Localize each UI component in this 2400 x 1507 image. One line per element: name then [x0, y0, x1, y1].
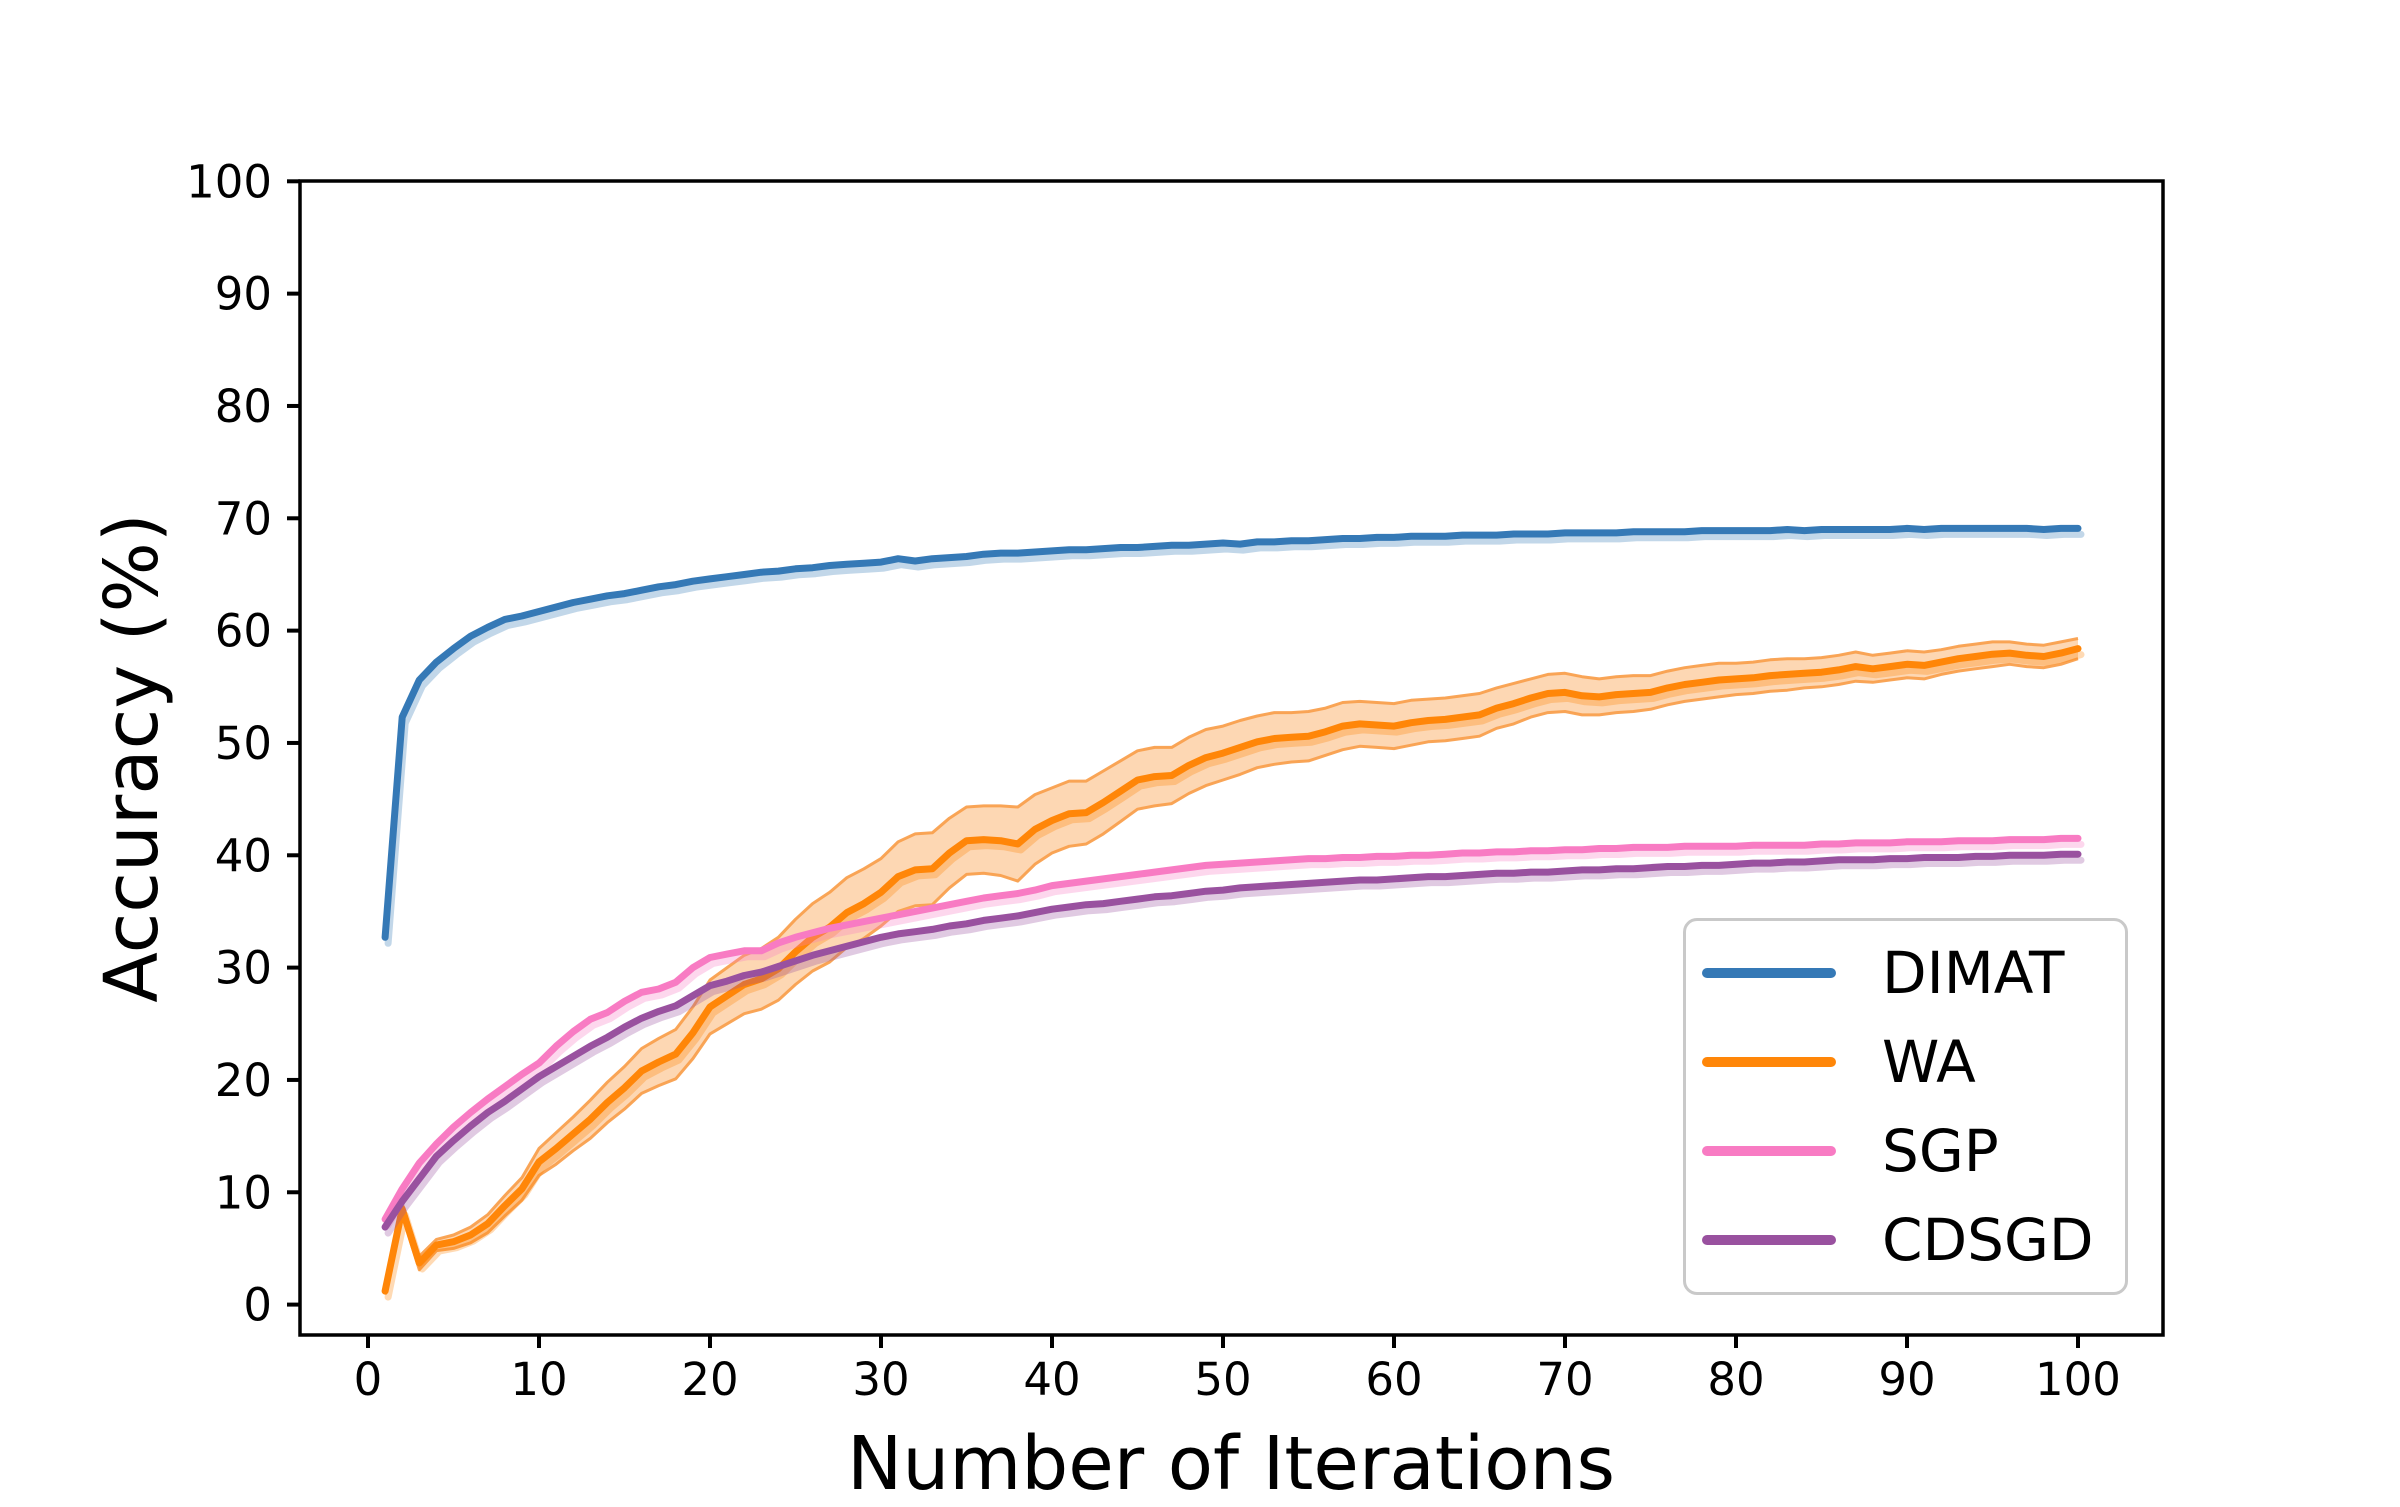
x-tick-label: 100	[2035, 1353, 2121, 1406]
wa-line-sample	[1702, 1057, 1836, 1068]
legend-item-wa: WA	[1702, 1033, 2125, 1091]
x-tick-label: 40	[1023, 1353, 1080, 1406]
wa-band-upper-edge	[383, 637, 2079, 1289]
y-tick-label: 50	[215, 717, 272, 770]
legend-label: CDSGD	[1882, 1205, 2094, 1274]
dimat-line-sample	[1702, 968, 1836, 979]
x-tick-label: 90	[1878, 1353, 1935, 1406]
wa-band-lower-edge	[383, 657, 2079, 1295]
y-tick-label: 100	[186, 155, 272, 208]
sgp-line-shadow	[384, 840, 2085, 1229]
x-tick-label: 20	[681, 1353, 738, 1406]
y-tick-label: 40	[215, 829, 272, 882]
y-tick-label: 30	[215, 942, 272, 995]
cdsgd-line	[381, 850, 2082, 1231]
axes-frame	[298, 179, 2165, 1337]
y-tick-label: 90	[215, 268, 272, 321]
legend: DIMAT WA SGP CDSGD	[1683, 918, 2128, 1295]
dimat-line-shadow	[384, 530, 2085, 947]
y-tick-label: 20	[215, 1054, 272, 1107]
wa-line-shadow	[384, 651, 2085, 1301]
legend-label: SGP	[1882, 1116, 1999, 1185]
sgp-line-sample	[1702, 1145, 1836, 1156]
sgp-line	[381, 834, 2082, 1223]
legend-item-sgp: SGP	[1702, 1122, 2125, 1180]
y-axis-label: Accuracy (%)	[89, 513, 175, 1003]
x-tick-label: 30	[852, 1353, 909, 1406]
x-tick-label: 80	[1707, 1353, 1764, 1406]
x-tick-label: 60	[1365, 1353, 1422, 1406]
y-tick-label: 70	[215, 492, 272, 545]
wa-confidence-band	[383, 637, 2079, 1295]
axis-ticks: 0 10 20 30 40 50 60 70 80 90 100 0 10 20 30 40 50 60 70 80 9…	[186, 155, 2121, 1406]
y-tick-label: 0	[243, 1279, 272, 1332]
x-tick-label: 10	[510, 1353, 567, 1406]
legend-item-dimat: DIMAT	[1702, 944, 2125, 1002]
x-tick-label: 50	[1194, 1353, 1251, 1406]
x-axis-label: Number of Iterations	[846, 1421, 1616, 1507]
legend-label: WA	[1882, 1028, 1976, 1097]
legend-label: DIMAT	[1882, 939, 2065, 1008]
dimat-line	[381, 524, 2082, 941]
x-tick-label: 0	[354, 1353, 383, 1406]
plot-spines	[298, 179, 2165, 1337]
series-lines	[381, 524, 2085, 1301]
cdsgd-line-sample	[1702, 1234, 1836, 1245]
y-tick-label: 80	[215, 380, 272, 433]
wa-band-fill	[385, 638, 2079, 1295]
legend-item-cdsgd: CDSGD	[1702, 1211, 2125, 1269]
x-tick-label: 70	[1536, 1353, 1593, 1406]
y-tick-label: 60	[215, 605, 272, 658]
cdsgd-line-shadow	[384, 856, 2085, 1237]
y-tick-label: 10	[215, 1166, 272, 1219]
wa-line	[381, 645, 2082, 1295]
